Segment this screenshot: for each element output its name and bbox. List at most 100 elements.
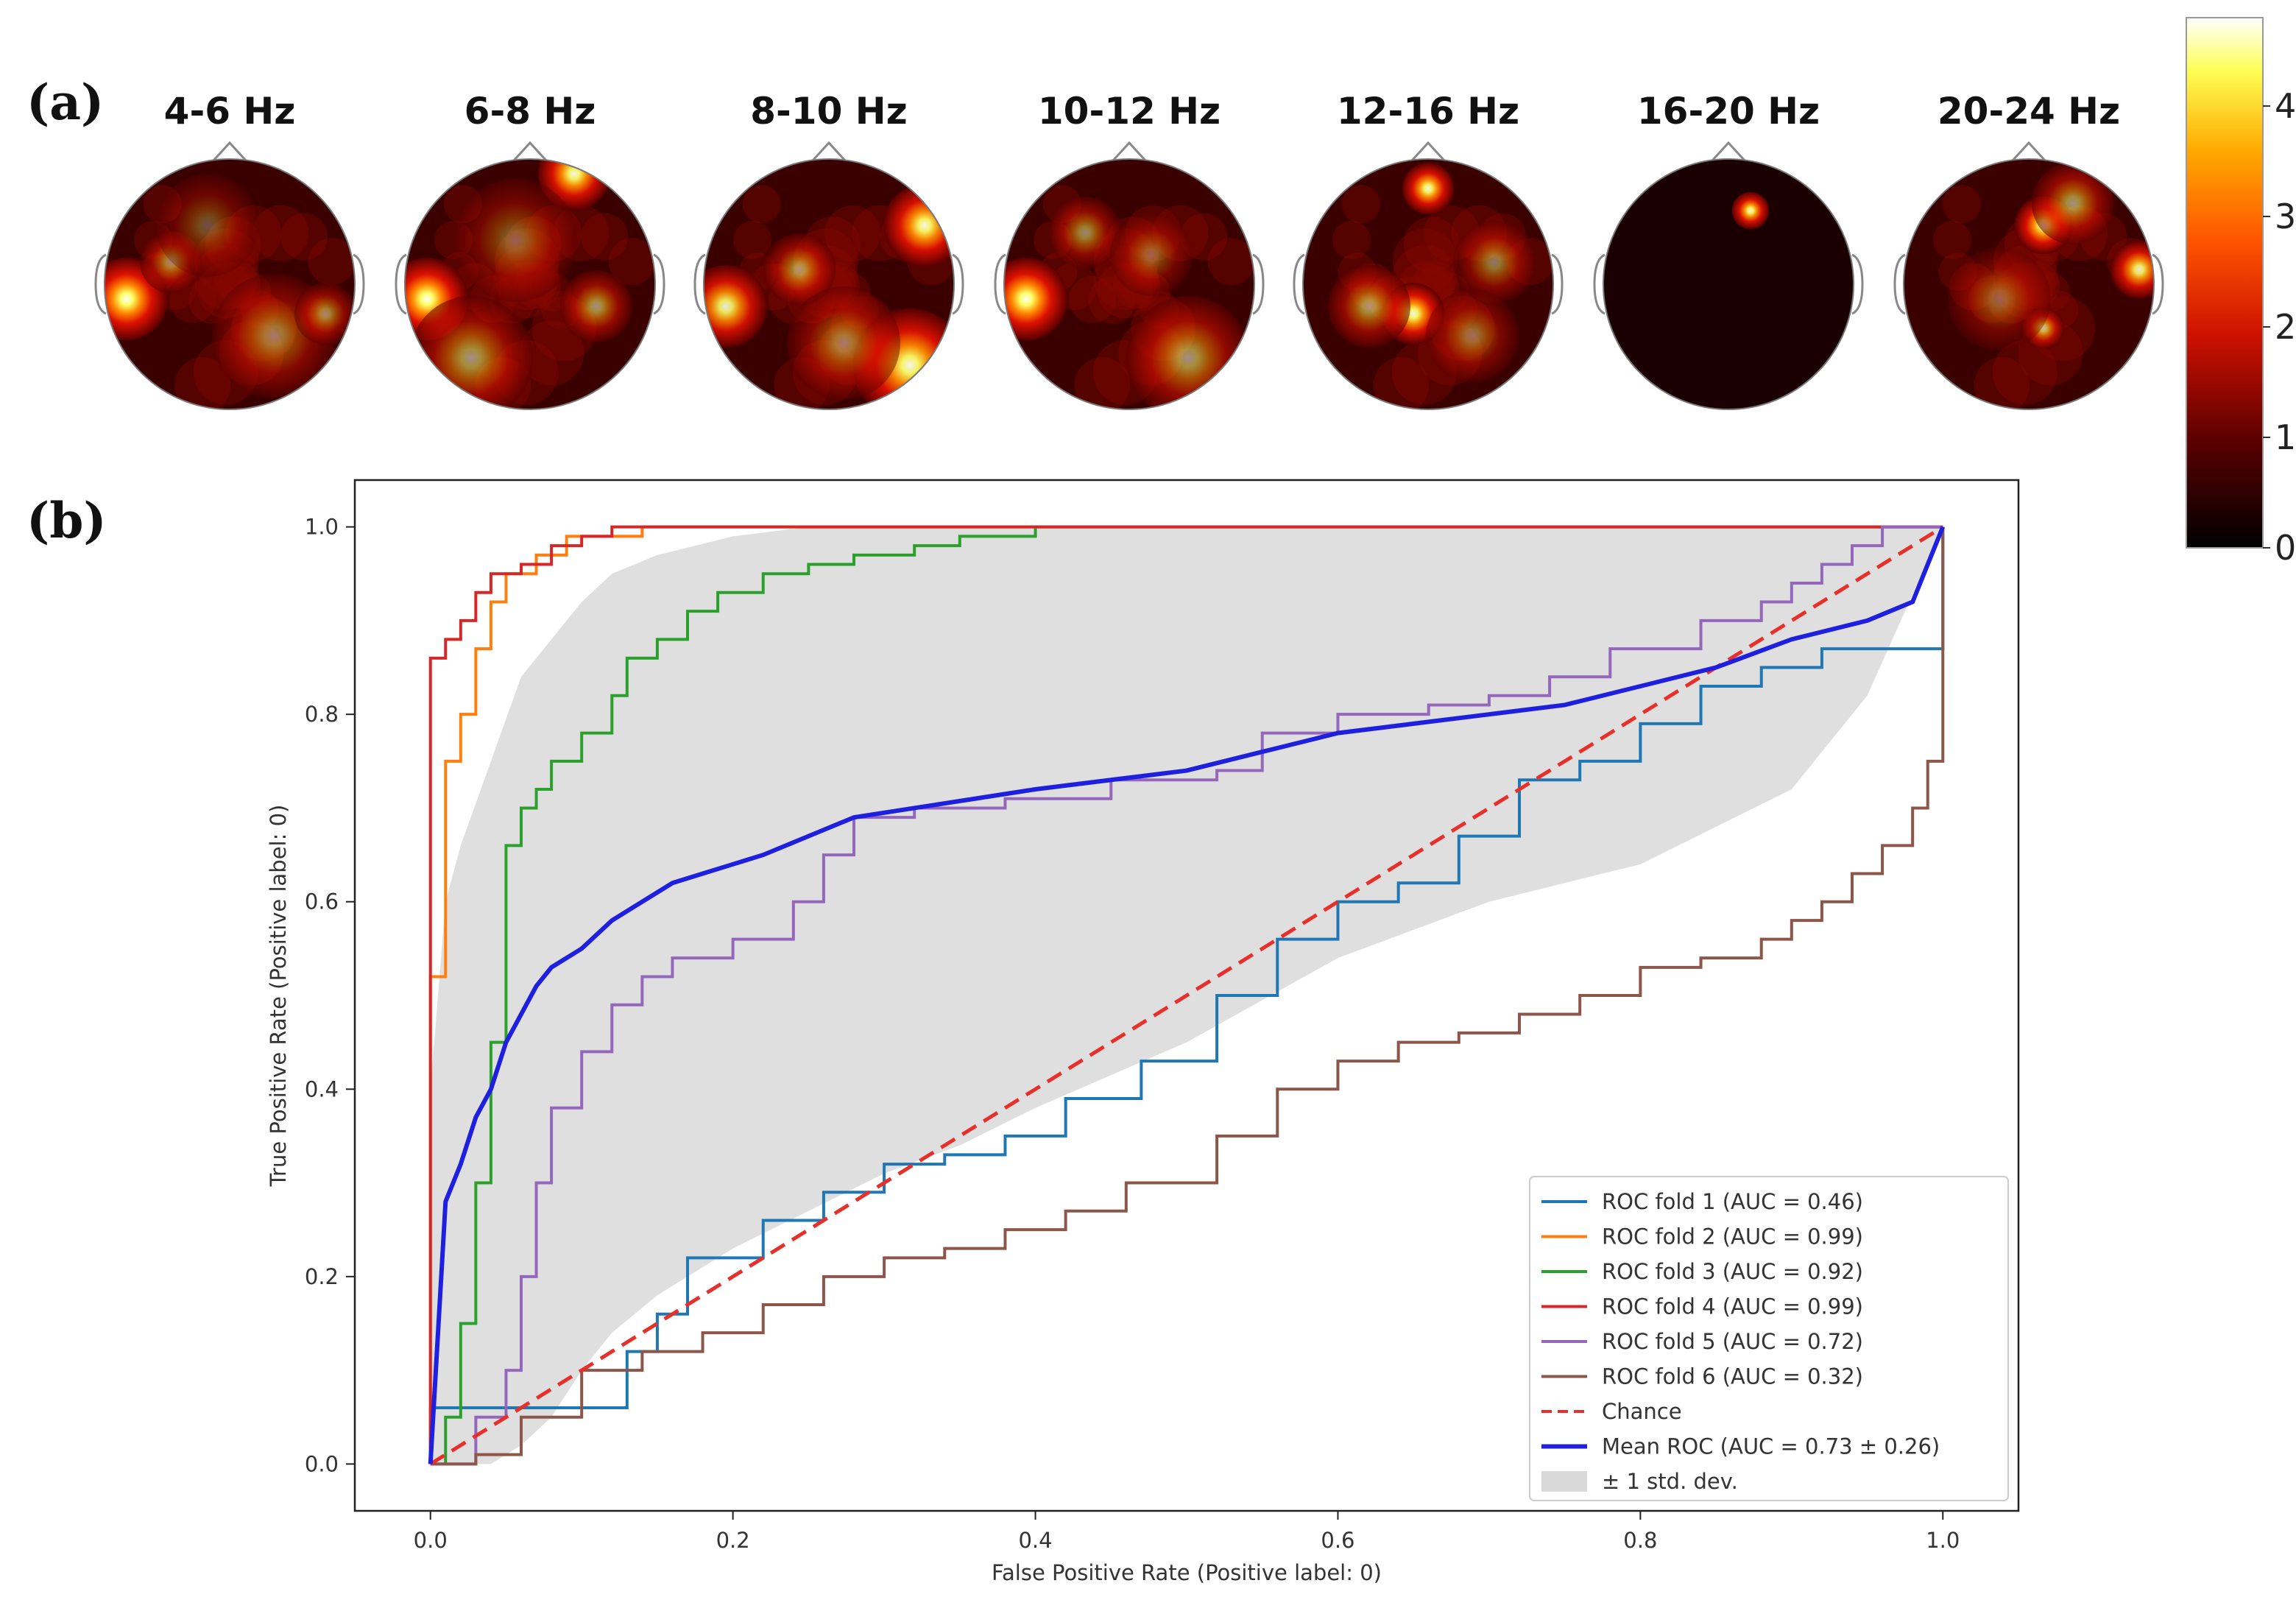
- activation-texture: [280, 213, 328, 261]
- activation-texture: [1974, 357, 2030, 409]
- colorbar-tick-label: 4: [2275, 86, 2296, 126]
- series-line-1: [428, 526, 1945, 1464]
- x-tick-label: 0.8: [1623, 1528, 1657, 1553]
- colorbar-tick-label: 2: [2275, 307, 2296, 347]
- activation-texture: [1373, 357, 1430, 409]
- activation-texture: [1341, 185, 1380, 224]
- left-ear-outline: [693, 253, 706, 315]
- series-line-8: [428, 526, 1946, 1464]
- activation-blob: [1110, 214, 1193, 296]
- y-tick-label: 0.8: [305, 702, 339, 727]
- topomap-6: 16-20 Hz: [1593, 90, 1864, 410]
- activation-texture: [1088, 276, 1136, 324]
- activation-texture: [1942, 185, 1981, 224]
- activation-blob: [763, 233, 836, 306]
- series-line-7: [429, 525, 1944, 1466]
- right-ear-outline: [653, 253, 665, 315]
- topomap-title-7: 20-24 Hz: [1938, 90, 2120, 133]
- legend: ROC fold 1 (AUC = 0.46) ROC fold 2 (AUC =…: [1529, 1176, 2009, 1501]
- activation-blob: [1402, 163, 1454, 214]
- activation-blobs: [1328, 163, 1553, 409]
- activation-texture: [308, 238, 355, 286]
- x-tick-label: 0.2: [716, 1528, 750, 1553]
- legend-label-4: ROC fold 4 (AUC = 0.99): [1602, 1294, 1863, 1319]
- nose-outline: [212, 141, 247, 162]
- left-ear-outline: [94, 253, 107, 315]
- colorbar-tick-label: 1: [2275, 417, 2296, 457]
- legend-label-6: ROC fold 6 (AUC = 0.32): [1602, 1364, 1863, 1389]
- head-outline: [1603, 158, 1854, 410]
- panel-a-label: (a): [27, 74, 105, 131]
- activation-texture: [1403, 216, 1460, 273]
- left-ear-outline: [1893, 253, 1906, 315]
- topomap-title-4: 10-12 Hz: [1038, 90, 1221, 133]
- legend-label-5: ROC fold 5 (AUC = 0.72): [1602, 1329, 1863, 1354]
- x-axis-label: False Positive Rate (Positive label: 0): [992, 1560, 1382, 1585]
- activation-blobs: [105, 174, 355, 409]
- legend-label-3: ROC fold 3 (AUC = 0.92): [1602, 1259, 1863, 1284]
- legend-swatch-std: [1541, 1471, 1587, 1492]
- activation-texture: [742, 185, 781, 224]
- x-tick-label: 1.0: [1926, 1528, 1960, 1553]
- scalp-base: [1603, 159, 1854, 409]
- nose-outline: [1711, 141, 1746, 162]
- head-outline: [404, 158, 656, 410]
- y-tick-label: 0.0: [305, 1451, 339, 1476]
- left-ear-outline: [395, 253, 407, 315]
- right-ear-outline: [2152, 253, 2164, 315]
- nose-outline: [1112, 141, 1147, 162]
- right-ear-outline: [1252, 253, 1265, 315]
- activation-blob: [156, 174, 259, 277]
- left-ear-outline: [1593, 253, 1606, 315]
- legend-label-8: Mean ROC (AUC = 0.73 ± 0.26): [1602, 1434, 1940, 1459]
- topomap-4: 10-12 Hz: [994, 90, 1265, 410]
- activation-texture: [1074, 357, 1131, 409]
- head-outline: [1302, 158, 1554, 410]
- right-ear-outline: [1551, 253, 1564, 315]
- activation-blob: [1948, 247, 2051, 350]
- activation-texture: [1392, 228, 1458, 294]
- topomap-1: 4-6 Hz: [94, 90, 365, 410]
- right-ear-outline: [1851, 253, 1864, 315]
- y-tick-label: 0.6: [305, 889, 339, 914]
- activation-blob: [560, 270, 632, 342]
- head-outline: [1003, 158, 1255, 410]
- activation-texture: [1207, 238, 1254, 286]
- activation-blobs: [704, 184, 954, 409]
- y-tick-label: 0.2: [305, 1264, 339, 1289]
- x-tick-label: 0.0: [414, 1528, 448, 1553]
- legend-label-2: ROC fold 2 (AUC = 0.99): [1602, 1224, 1863, 1249]
- topomap-title-6: 16-20 Hz: [1637, 90, 1820, 133]
- series-line-6: [430, 526, 1945, 1466]
- topomap-title-2: 6-8 Hz: [465, 90, 596, 133]
- x-tick-label: 0.4: [1018, 1528, 1052, 1553]
- activation-texture: [608, 238, 655, 286]
- topomap-3: 8-10 Hz: [693, 90, 964, 410]
- activation-blob: [1453, 221, 1536, 303]
- topomap-5: 12-16 Hz: [1293, 90, 1564, 410]
- activation-blob: [1328, 265, 1410, 348]
- y-tick-label: 0.4: [305, 1076, 339, 1101]
- colorbar-tick-label: 3: [2275, 197, 2296, 236]
- colorbar: 0 1 2 3 4: [2186, 17, 2296, 568]
- topomap-title-5: 12-16 Hz: [1337, 90, 1519, 133]
- nose-outline: [811, 141, 847, 162]
- legend-label-9: ± 1 std. dev.: [1602, 1469, 1738, 1494]
- x-tick-label: 0.6: [1321, 1528, 1354, 1553]
- activation-blob: [453, 178, 577, 302]
- activation-blobs: [1933, 162, 2154, 409]
- panel-b-label: (b): [27, 492, 107, 549]
- activation-blob: [1731, 191, 1770, 230]
- activation-texture: [824, 205, 881, 262]
- topomap-2: 6-8 Hz: [395, 90, 665, 410]
- series-line-3: [430, 525, 1943, 1466]
- activation-blobs: [1731, 191, 1770, 230]
- legend-label-7: Chance: [1602, 1399, 1682, 1424]
- topomap-7: 20-24 Hz: [1893, 90, 2164, 410]
- activation-texture: [519, 320, 584, 386]
- plot-area: [428, 525, 1946, 1466]
- left-ear-outline: [994, 253, 1006, 315]
